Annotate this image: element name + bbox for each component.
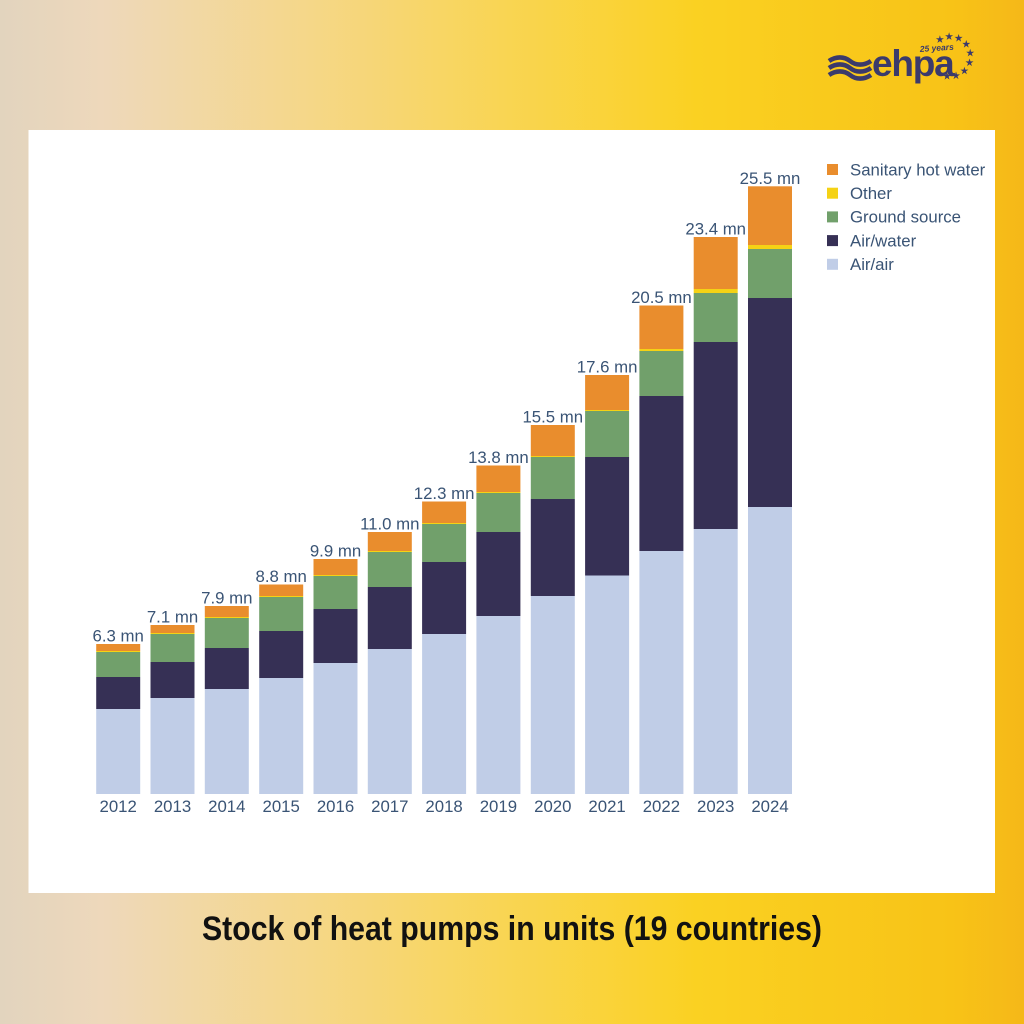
- svg-text:17.6 mn: 17.6 mn: [577, 358, 638, 377]
- svg-text:15.5 mn: 15.5 mn: [522, 408, 583, 427]
- svg-text:2019: 2019: [480, 797, 517, 816]
- svg-text:25 years: 25 years: [918, 42, 954, 54]
- svg-text:2021: 2021: [588, 797, 625, 816]
- svg-text:2024: 2024: [751, 797, 788, 816]
- svg-text:2022: 2022: [643, 797, 680, 816]
- svg-text:7.9 mn: 7.9 mn: [201, 589, 252, 608]
- svg-text:2020: 2020: [534, 797, 571, 816]
- svg-text:Stock of heat pumps in units (: Stock of heat pumps in units (19 countri…: [202, 910, 822, 948]
- svg-text:2016: 2016: [317, 797, 354, 816]
- svg-text:23.4 mn: 23.4 mn: [685, 220, 746, 239]
- svg-text:8.8 mn: 8.8 mn: [256, 567, 307, 586]
- svg-text:Air/air: Air/air: [850, 255, 894, 274]
- svg-text:12.3 mn: 12.3 mn: [414, 484, 475, 503]
- svg-text:2012: 2012: [100, 797, 137, 816]
- svg-text:Sanitary hot water: Sanitary hot water: [850, 160, 986, 179]
- svg-text:2018: 2018: [425, 797, 462, 816]
- svg-text:2017: 2017: [371, 797, 408, 816]
- svg-text:20.5 mn: 20.5 mn: [631, 288, 692, 307]
- svg-text:13.8 mn: 13.8 mn: [468, 448, 529, 467]
- svg-text:Other: Other: [850, 184, 892, 203]
- svg-text:2023: 2023: [697, 797, 734, 816]
- svg-text:Ground source: Ground source: [850, 208, 961, 227]
- svg-text:9.9 mn: 9.9 mn: [310, 542, 361, 561]
- svg-text:7.1 mn: 7.1 mn: [147, 608, 198, 627]
- svg-text:ehpa: ehpa: [872, 43, 955, 84]
- svg-text:2013: 2013: [154, 797, 191, 816]
- svg-text:11.0 mn: 11.0 mn: [360, 515, 419, 534]
- svg-text:Air/water: Air/water: [850, 231, 917, 250]
- svg-text:6.3 mn: 6.3 mn: [93, 627, 144, 646]
- svg-text:2015: 2015: [263, 797, 300, 816]
- svg-text:25.5 mn: 25.5 mn: [740, 169, 801, 188]
- svg-text:2014: 2014: [208, 797, 245, 816]
